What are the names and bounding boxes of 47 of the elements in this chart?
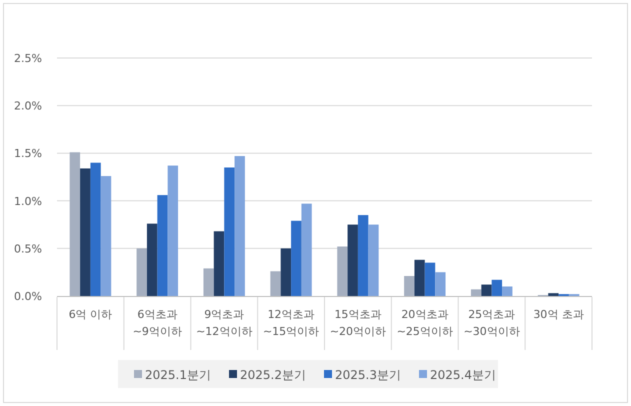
legend-label: 2025.3분기: [335, 368, 401, 382]
bar: [548, 293, 559, 296]
bar: [502, 286, 512, 296]
x-tick-label: 30억 초과: [533, 308, 584, 321]
bar: [301, 204, 312, 296]
bar: [404, 276, 414, 296]
bar: [234, 156, 245, 296]
bar: [368, 224, 379, 296]
y-tick-label: 2.5%: [14, 52, 42, 65]
x-tick-label: 12억초과 ~15억이하: [262, 308, 320, 338]
y-tick-label: 0.5%: [14, 242, 42, 256]
bar: [291, 220, 302, 296]
bar: [358, 215, 368, 296]
bar: [224, 167, 235, 296]
bar: [80, 168, 90, 296]
x-tick-label: 6억초과 ~9억이하: [132, 308, 182, 338]
x-tick-label: 15억초과 ~20억이하: [330, 308, 386, 338]
bar: [100, 176, 112, 296]
bar: [90, 162, 101, 296]
x-tick-label: 9억초과 ~12억이하: [196, 308, 252, 338]
y-tick-label: 2.0%: [14, 100, 42, 113]
legend-label: 2025.1분기: [145, 368, 211, 382]
x-tick-label: 25억초과 ~30억이하: [464, 308, 520, 338]
bar: [168, 166, 178, 296]
x-tick-label: 6억 이하: [68, 308, 112, 321]
legend-label: 2025.4분기: [430, 368, 496, 382]
x-tick-label: 20억초과 ~25억이하: [396, 308, 453, 338]
bar: [270, 271, 281, 296]
bar: [492, 280, 502, 296]
bar: [337, 246, 348, 296]
bar: [146, 224, 158, 296]
y-tick-label: 1.5%: [14, 147, 42, 160]
bar: [280, 248, 292, 296]
y-tick-label: 1.0%: [14, 194, 42, 208]
bar: [70, 152, 80, 296]
bar: [424, 262, 436, 296]
bar: [203, 268, 214, 296]
bar: [414, 260, 425, 296]
y-tick-label: 0.0%: [14, 290, 42, 303]
bar: [481, 284, 492, 296]
bar: [470, 289, 482, 296]
bar: [435, 272, 446, 296]
bar: [136, 248, 147, 296]
bar: [157, 195, 168, 296]
bar: [348, 224, 358, 296]
legend-label: 2025.2분기: [240, 368, 306, 382]
bar: [214, 231, 224, 296]
